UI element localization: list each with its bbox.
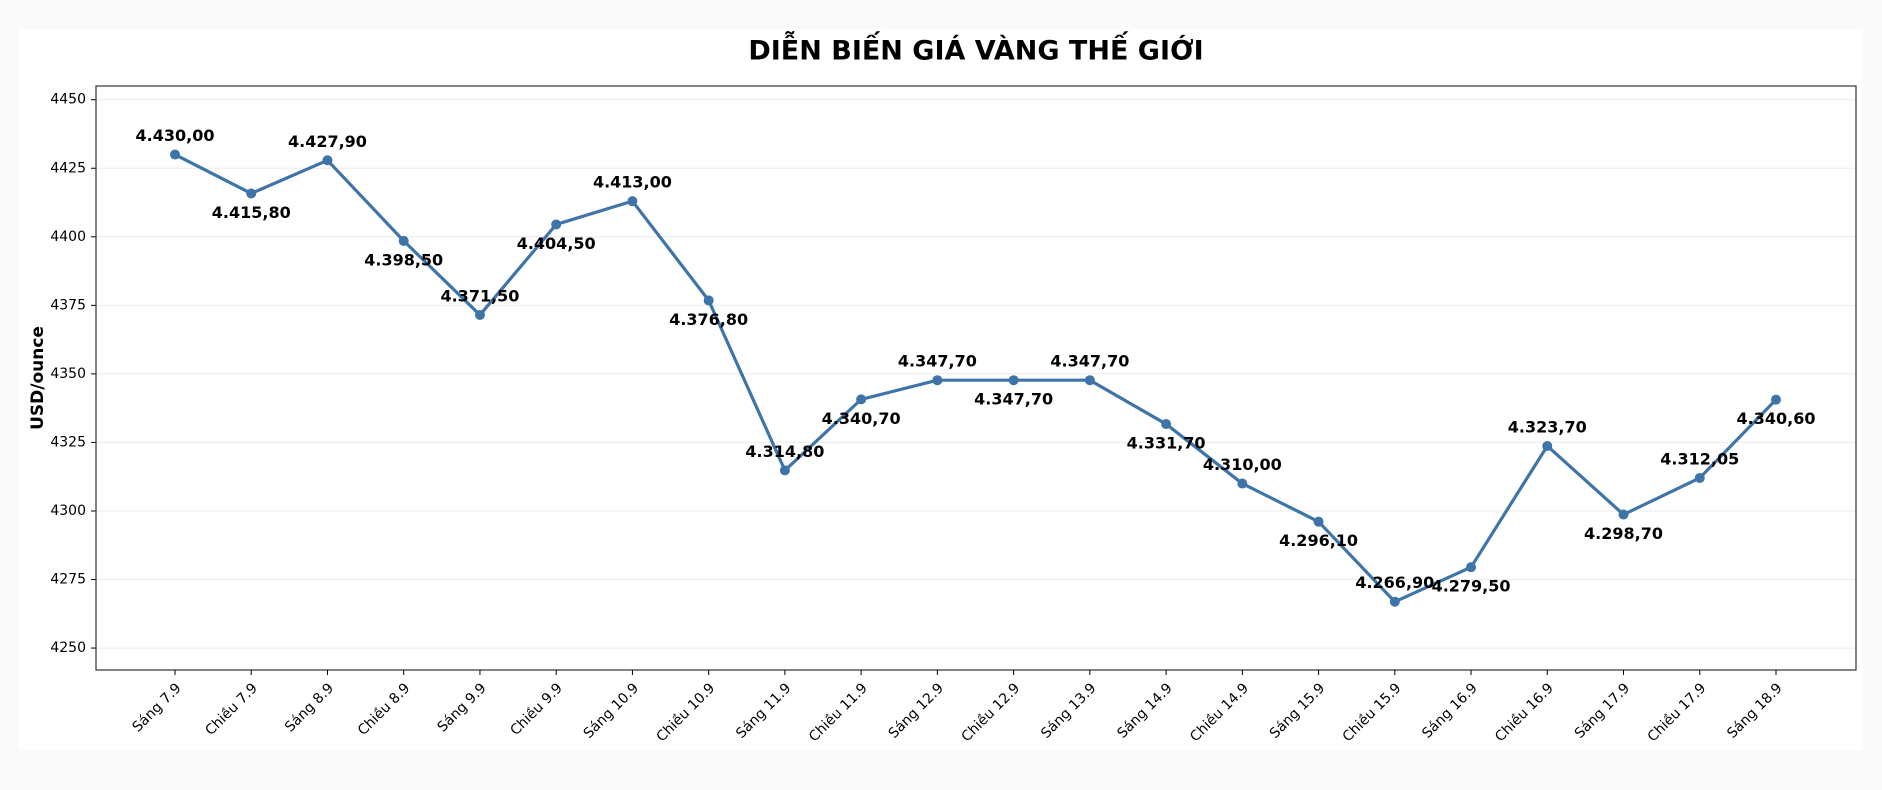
point	[1084, 375, 1095, 386]
point	[1161, 419, 1172, 430]
line	[174, 153, 1778, 604]
value-label: 4.340,70	[822, 409, 901, 428]
point	[1694, 472, 1705, 483]
value-label: 4.404,50	[517, 234, 596, 253]
y-axis-label: USD/ounce	[28, 326, 48, 430]
y-tick-label: 4375	[50, 297, 86, 313]
point	[398, 235, 409, 246]
value-label: 4.430,00	[136, 126, 215, 145]
value-label: 4.340,60	[1737, 409, 1816, 428]
value-label: 4.347,70	[974, 390, 1053, 409]
value-label: 4.310,00	[1203, 455, 1282, 474]
y-tick-label: 4425	[50, 160, 86, 176]
point	[703, 295, 714, 306]
point	[1313, 516, 1324, 527]
value-label: 4.312,05	[1660, 449, 1739, 468]
point	[170, 149, 180, 160]
y-tick-label: 4250	[50, 640, 86, 656]
point	[627, 196, 638, 207]
point	[322, 155, 333, 166]
value-label: 4.314,80	[745, 442, 824, 461]
value-label: 4.415,80	[212, 203, 291, 222]
point	[246, 188, 257, 199]
value-label: 4.376,80	[669, 310, 748, 329]
value-label: 4.331,70	[1127, 434, 1206, 453]
point	[1618, 509, 1629, 520]
chart-title: DIỄN BIẾN GIÁ VÀNG THẾ GIỚI	[748, 31, 1203, 67]
point	[932, 375, 943, 386]
point	[1466, 562, 1477, 573]
point	[474, 309, 485, 320]
value-label: 4.347,70	[898, 352, 977, 371]
point	[551, 219, 562, 230]
value-label: 4.398,50	[364, 250, 443, 269]
point	[779, 465, 790, 476]
value-label: 4.266,90	[1355, 573, 1434, 592]
point	[1237, 478, 1248, 489]
value-label: 4.413,00	[593, 173, 672, 192]
y-tick-label: 4400	[50, 229, 86, 245]
value-label: 4.279,50	[1432, 577, 1511, 596]
value-label: 4.427,90	[288, 132, 367, 151]
point	[1542, 440, 1553, 451]
value-label: 4.323,70	[1508, 417, 1587, 436]
point	[1771, 394, 1781, 405]
point	[1389, 596, 1400, 607]
point	[856, 394, 867, 405]
chart-panel	[19, 29, 1863, 750]
value-label: 4.371,50	[440, 286, 519, 305]
y-tick-label: 4300	[50, 503, 86, 519]
y-tick-label: 4275	[50, 572, 86, 588]
y-tick-label: 4450	[50, 92, 86, 108]
y-tick-label: 4325	[50, 434, 86, 450]
value-label: 4.296,10	[1279, 531, 1358, 550]
value-label: 4.347,70	[1050, 352, 1129, 371]
point	[1008, 375, 1019, 386]
value-label: 4.298,70	[1584, 524, 1663, 543]
y-tick-label: 4350	[50, 366, 86, 382]
plot-frame	[95, 85, 1857, 671]
